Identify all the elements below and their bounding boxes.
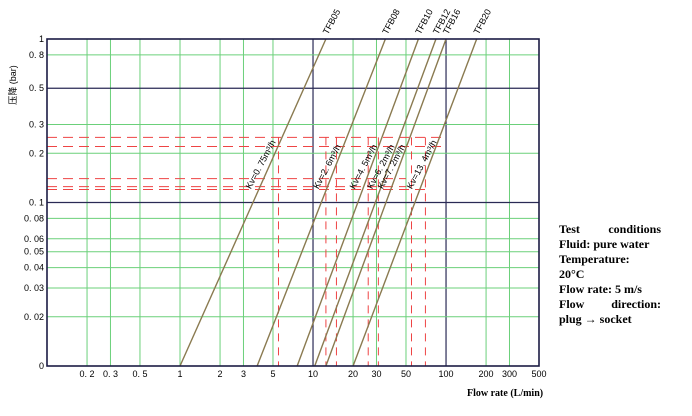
y-tick-label: 0 xyxy=(39,361,44,371)
x-tick-label: 300 xyxy=(502,369,517,379)
fluid-text: Fluid: pure water xyxy=(559,237,650,251)
series-name-label: TFB08 xyxy=(380,7,402,36)
direction-label: Flow direction: xyxy=(559,297,661,311)
x-tick-label: 10 xyxy=(308,369,318,379)
series-line xyxy=(352,38,478,367)
conditions-heading: Test conditions xyxy=(559,222,661,236)
y-tick-label: 0. 06 xyxy=(24,234,44,244)
x-tick-label: 200 xyxy=(479,369,494,379)
x-axis-label: Flow rate (L/min) xyxy=(467,388,544,399)
y-tick-label: 0. 5 xyxy=(29,83,44,93)
y-tick-label: 0. 2 xyxy=(29,148,44,158)
y-tick-label: 0. 1 xyxy=(29,198,44,208)
y-tick-label: 0. 03 xyxy=(24,283,44,293)
x-tick-label: 3 xyxy=(241,369,246,379)
temperature-label: Temperature: xyxy=(559,252,630,266)
x-tick-label: 500 xyxy=(531,369,546,379)
y-tick-label: 0. 08 xyxy=(24,213,44,223)
series-line xyxy=(179,38,327,367)
y-tick-label: 0. 3 xyxy=(29,119,44,129)
x-tick-label: 0. 3 xyxy=(103,369,118,379)
x-tick-label: 0. 5 xyxy=(132,369,147,379)
x-tick-label: 50 xyxy=(401,369,411,379)
plot-frame xyxy=(46,38,540,367)
test-conditions-panel: Test conditions Fluid: pure water Temper… xyxy=(559,222,661,327)
series-line xyxy=(314,38,437,367)
flow-rate-text: Flow rate: 5 m/s xyxy=(559,282,642,296)
y-tick-label: 0. 8 xyxy=(29,50,44,60)
series-line xyxy=(256,38,387,367)
y-tick-label: 0. 02 xyxy=(24,312,44,322)
x-tick-label: 5 xyxy=(270,369,275,379)
y-tick-label: 1 xyxy=(39,34,44,44)
series-name-label: TFB20 xyxy=(472,7,494,36)
x-tick-label: 100 xyxy=(439,369,454,379)
y-axis-label: 压降 (bar) xyxy=(7,65,18,105)
series-name-label: TFB05 xyxy=(321,7,343,36)
series-line xyxy=(325,38,447,367)
x-tick-label: 20 xyxy=(348,369,358,379)
grid-lines xyxy=(47,38,540,367)
direction-value: plug → socket xyxy=(559,312,632,326)
series-line xyxy=(296,38,420,367)
x-tick-label: 0. 2 xyxy=(80,369,95,379)
x-tick-label: 30 xyxy=(371,369,381,379)
x-tick-label: 1 xyxy=(178,369,183,379)
y-tick-label: 0. 04 xyxy=(24,263,44,273)
series-curves xyxy=(179,38,478,367)
temperature-value: 20°C xyxy=(559,267,585,281)
y-tick-label: 0. 05 xyxy=(24,247,44,257)
x-tick-label: 2 xyxy=(218,369,223,379)
kv-label: Kv=2. 6m³/h xyxy=(311,143,343,191)
